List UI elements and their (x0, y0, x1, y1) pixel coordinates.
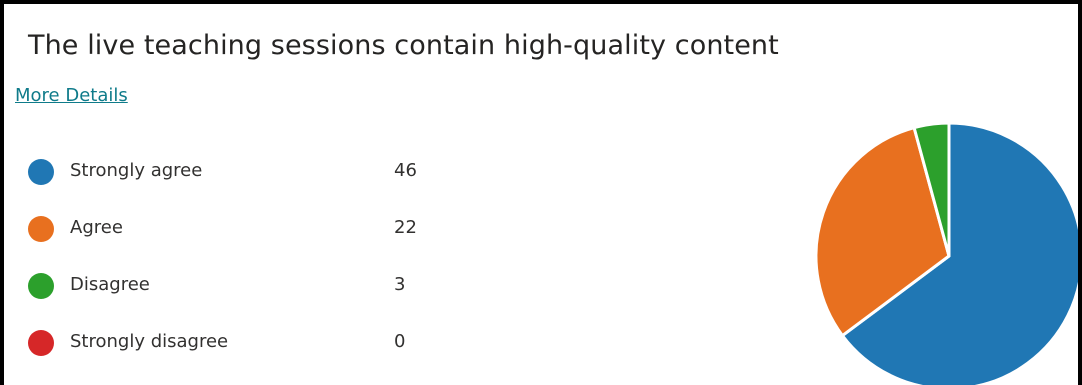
legend-item: Agree 22 (28, 201, 448, 258)
legend-count: 0 (394, 331, 406, 352)
more-details-link[interactable]: More Details (15, 85, 128, 106)
pie-slice-disagree[interactable] (912, 121, 951, 258)
legend-count: 22 (394, 217, 417, 238)
legend-swatch (28, 330, 54, 356)
legend-item: Disagree 3 (28, 258, 448, 315)
question-title: The live teaching sessions contain high-… (28, 30, 779, 61)
pie-chart-svg (814, 121, 1081, 385)
legend-item: Strongly agree 46 (28, 144, 448, 201)
legend-count: 3 (394, 274, 406, 295)
legend-swatch (28, 216, 54, 242)
pie-slice-strongly-agree[interactable] (840, 121, 1081, 385)
legend-label: Disagree (70, 274, 150, 295)
chart-legend: Strongly agree 46 Agree 22 Disagree 3 Strongly… (28, 144, 448, 372)
pie-chart (809, 116, 1081, 385)
pie-slice-agree[interactable] (814, 126, 951, 338)
legend-swatch (28, 159, 54, 185)
legend-count: 46 (394, 160, 417, 181)
legend-label: Agree (70, 217, 123, 238)
legend-label: Strongly disagree (70, 331, 229, 352)
legend-swatch (28, 273, 54, 299)
legend-item: Strongly disagree 0 (28, 315, 448, 372)
legend-label: Strongly agree (70, 160, 203, 181)
